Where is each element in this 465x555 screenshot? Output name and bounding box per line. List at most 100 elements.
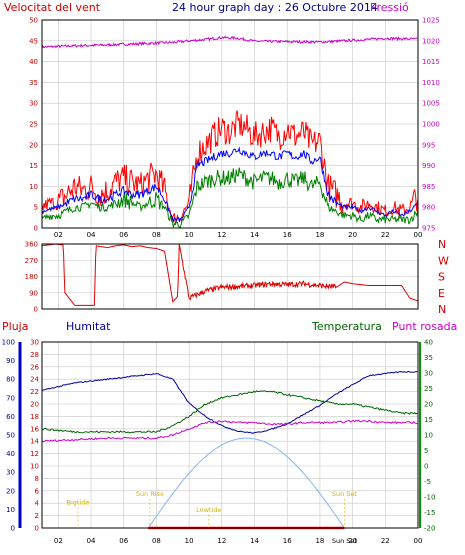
y-tick-label: 30 — [29, 100, 38, 108]
humidity-tick-label: 20 — [6, 487, 15, 495]
annotation-label: Sun Rise — [136, 490, 164, 498]
y-tick-label: 0 — [34, 306, 38, 314]
y-tick-label: 25 — [29, 121, 38, 129]
humidity-tick-label: 60 — [6, 413, 15, 421]
rain-tick-label: 12 — [30, 450, 39, 458]
x-tick-label: 04 — [87, 231, 96, 239]
humidity-tick-label: 80 — [6, 376, 15, 384]
x-tick-label: 00 — [414, 231, 423, 239]
rain-tick-label: 28 — [30, 351, 39, 359]
x-tick-label: 20 — [348, 231, 357, 239]
temp-tick-label: -5 — [424, 478, 431, 486]
y2-tick-label: 1005 — [422, 100, 440, 108]
y2-tick-label: 990 — [422, 162, 435, 170]
compass-label: W — [438, 254, 449, 267]
annotation-label: Lowtide — [196, 506, 221, 514]
compass-label: S — [438, 271, 445, 284]
label-dewpoint: Punt rosada — [392, 320, 457, 333]
sun-elevation-curve — [147, 437, 345, 529]
x-tick-label: 18 — [315, 537, 324, 545]
dewpoint-line — [41, 419, 418, 443]
x-tick-label: 22 — [381, 537, 390, 545]
temp-tick-label: 35 — [424, 354, 433, 362]
temp-tick-label: -20 — [424, 525, 435, 533]
plot-frame — [41, 19, 419, 229]
y2-tick-label: 975 — [422, 225, 435, 233]
rain-tick-label: 6 — [35, 487, 40, 495]
label-rain: Pluja — [2, 320, 28, 333]
wind-gust-line — [41, 110, 419, 225]
y2-tick-label: 1010 — [422, 79, 440, 87]
temp-tick-label: 5 — [424, 447, 428, 455]
rain-tick-label: 10 — [30, 463, 39, 471]
plot-frame — [41, 243, 419, 310]
y-tick-label: 270 — [25, 257, 38, 265]
rain-tick-label: 4 — [35, 500, 40, 508]
humidity-tick-label: 0 — [11, 525, 15, 533]
humidity-tick-label: 50 — [6, 432, 15, 440]
temp-tick-label: -10 — [424, 494, 435, 502]
y2-tick-label: 985 — [422, 183, 435, 191]
label-temperature: Temperatura — [311, 320, 382, 333]
x-tick-label: 16 — [283, 537, 292, 545]
humidity-tick-label: 40 — [6, 450, 15, 458]
compass-label: E — [438, 287, 445, 300]
wind-pressure-panel: 0510152025303540455097598098599099510001… — [29, 17, 440, 240]
x-tick-label: 02 — [54, 231, 63, 239]
humidity-line — [41, 370, 418, 434]
rain-tick-label: 30 — [30, 339, 39, 347]
rain-tick-label: 24 — [30, 376, 39, 384]
x-tick-label: 16 — [283, 231, 292, 239]
compass-label: N — [438, 238, 446, 251]
rain-tick-label: 20 — [30, 401, 39, 409]
temp-tick-label: -15 — [424, 509, 435, 517]
temperature-line — [41, 390, 418, 434]
y-tick-label: 5 — [34, 204, 38, 212]
humidity-tick-label: 100 — [2, 339, 15, 347]
y-tick-label: 90 — [29, 289, 38, 297]
y-tick-label: 10 — [29, 183, 38, 191]
rain-tick-label: 0 — [35, 525, 39, 533]
rain-tick-label: 2 — [35, 512, 39, 520]
annotation-label: Sun Set — [332, 537, 358, 545]
x-tick-label: 10 — [185, 537, 194, 545]
y-tick-label: 40 — [29, 58, 38, 66]
header-center: 24 hour graph day : 26 Octubre 2014 — [172, 1, 378, 14]
header-right: Pressió — [370, 1, 409, 14]
wind-low-line — [41, 167, 419, 228]
rain-tick-label: 8 — [35, 475, 39, 483]
temp-tick-label: 10 — [424, 432, 433, 440]
humidity-tick-label: 70 — [6, 394, 15, 402]
y-tick-label: 0 — [34, 225, 38, 233]
annotation-label: Sun Set — [332, 490, 358, 498]
temp-tick-label: 0 — [424, 463, 428, 471]
y2-tick-label: 980 — [422, 204, 435, 212]
wind-direction-line — [41, 243, 419, 306]
y2-tick-label: 1015 — [422, 58, 440, 66]
rain-humidity-temp-panel: 0246810121416182022242628300102030405060… — [2, 339, 436, 546]
annotation-label: Bigtide — [67, 498, 90, 506]
y2-tick-label: 1025 — [422, 17, 440, 25]
y2-tick-label: 1000 — [422, 121, 440, 129]
x-tick-label: 14 — [250, 231, 259, 239]
x-tick-label: 12 — [217, 537, 226, 545]
y-tick-label: 15 — [29, 162, 38, 170]
y-tick-label: 50 — [29, 17, 38, 25]
pressure-line — [41, 35, 418, 49]
y-tick-label: 180 — [25, 273, 38, 281]
humidity-tick-label: 90 — [6, 357, 15, 365]
humidity-tick-label: 10 — [6, 506, 15, 514]
x-tick-label: 12 — [217, 231, 226, 239]
x-tick-label: 00 — [414, 537, 423, 545]
rain-tick-label: 22 — [30, 388, 39, 396]
x-tick-label: 06 — [119, 537, 128, 545]
humidity-tick-label: 30 — [6, 469, 15, 477]
plot-frame — [41, 341, 419, 529]
x-tick-label: 08 — [152, 537, 161, 545]
temp-tick-label: 30 — [424, 370, 433, 378]
x-tick-label: 02 — [54, 537, 63, 545]
header-left: Velocitat del vent — [4, 1, 101, 14]
x-tick-label: 18 — [315, 231, 324, 239]
